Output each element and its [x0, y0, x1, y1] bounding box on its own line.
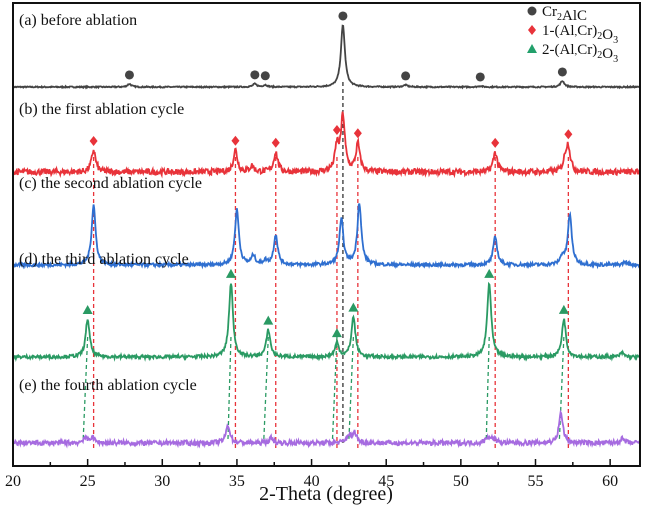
reference-line-green	[82, 336, 89, 441]
series-label: (c) the second ablation cycle	[19, 175, 202, 192]
diamond-marker	[89, 135, 98, 146]
circle-marker	[338, 11, 348, 21]
trace-4	[12, 409, 641, 449]
circle-marker	[475, 72, 485, 82]
triangle-marker	[348, 302, 359, 312]
traces	[12, 24, 641, 449]
series-label: (e) the fourth ablation cycle	[19, 377, 197, 394]
reference-line-green	[485, 336, 490, 441]
tick-label: 20	[5, 473, 21, 490]
circle-marker	[260, 71, 270, 81]
legend-label-part: O	[602, 46, 613, 62]
series-label: (d) the third ablation cycle	[19, 251, 189, 268]
series-label: (a) before ablation	[19, 12, 137, 29]
legend-label-part: Cr)	[577, 42, 597, 58]
trace-2	[12, 203, 641, 270]
x-axis-ticks: 20 25 30 35 40 45 50 55 60	[5, 459, 618, 490]
legend-label-part: 2	[597, 31, 602, 42]
diamond-marker	[271, 137, 280, 148]
diamond-marker	[353, 128, 362, 139]
phase-markers	[82, 11, 573, 338]
trace-1	[12, 111, 641, 179]
triangle-marker	[484, 268, 495, 278]
tick-label: 50	[453, 473, 469, 490]
reference-line-green	[331, 336, 338, 441]
trace-0	[12, 24, 641, 90]
triangle-marker	[331, 328, 342, 338]
diamond-marker	[332, 124, 341, 135]
circle-marker	[250, 70, 260, 80]
legend-label-part: O	[602, 27, 613, 43]
legend-label-part: ,	[575, 45, 578, 57]
legend-label-part: AlC	[562, 8, 587, 24]
tick-label: 25	[80, 473, 96, 490]
triangle-marker	[263, 315, 274, 325]
trace-3	[12, 281, 641, 362]
legend-label-part: 2	[597, 50, 602, 61]
legend-label-part: 3	[613, 35, 618, 46]
legend-label: 2-(Al,Cr)2O3	[542, 42, 618, 65]
legend-circle-icon	[527, 6, 537, 16]
diamond-marker	[491, 137, 500, 148]
tick-label: 35	[229, 473, 245, 490]
triangle-marker	[225, 268, 236, 278]
reference-line-green	[348, 336, 355, 441]
x-axis-label: 2-Theta (degree)	[259, 483, 393, 505]
legend-diamond-icon	[528, 25, 536, 35]
reference-line-green	[263, 336, 269, 441]
tick-label: 55	[528, 473, 544, 490]
reference-line-green	[558, 336, 565, 441]
legend-label-part: Cr)	[577, 23, 597, 39]
tick-label: 40	[304, 473, 320, 490]
reference-line-green	[227, 336, 232, 441]
series-label: (b) the first ablation cycle	[19, 101, 184, 118]
circle-marker	[401, 71, 411, 81]
legend-label-part: 1-(Al	[542, 23, 575, 39]
series-labels: (a) before ablation (b) the first ablatio…	[19, 12, 202, 394]
plot-frame	[12, 2, 641, 467]
circle-marker	[557, 67, 567, 77]
legend-label-part: 2	[557, 12, 562, 23]
legend-label: 1-(Al,Cr)2O3	[542, 23, 618, 46]
tick-label: 30	[154, 473, 170, 490]
legend-label-part: Cr	[542, 4, 557, 20]
diamond-marker	[564, 129, 573, 140]
legend-label-part: ,	[575, 26, 578, 38]
tick-label: 60	[602, 473, 618, 490]
legend-triangle-icon	[527, 44, 537, 53]
legend-label: Cr2AlC	[542, 4, 587, 24]
triangle-marker	[82, 304, 93, 314]
reference-lines	[82, 82, 569, 448]
legend-label-part: 2-(Al	[542, 42, 575, 58]
triangle-marker	[558, 304, 569, 314]
legend-label-part: 3	[613, 54, 618, 65]
diamond-marker	[231, 135, 240, 146]
tick-label: 45	[378, 473, 394, 490]
circle-marker	[124, 70, 134, 80]
